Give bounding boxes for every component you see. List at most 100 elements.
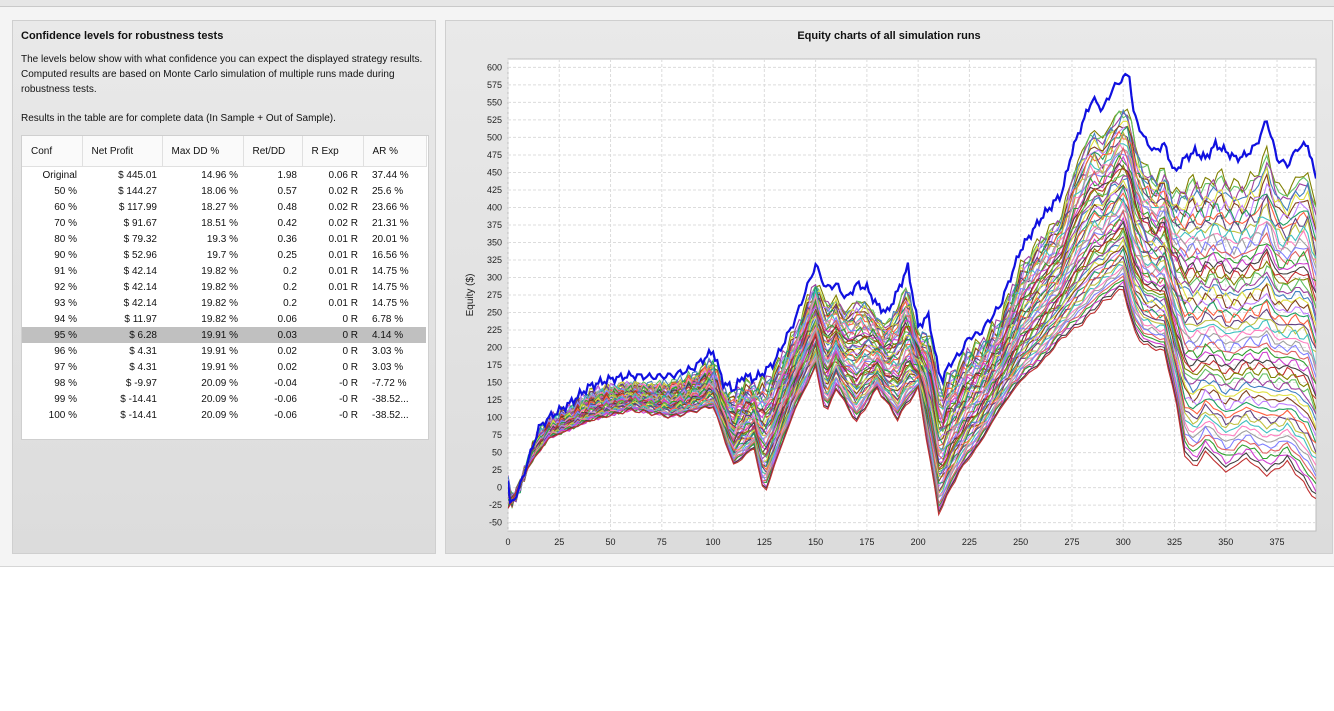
- table-cell: 19.91 %: [162, 327, 243, 343]
- y-tick-label: 50: [492, 448, 502, 458]
- column-header[interactable]: Ret/DD: [243, 136, 303, 167]
- y-tick-label: 175: [487, 360, 502, 370]
- column-header[interactable]: Net Profit: [82, 136, 163, 167]
- table-cell: 0.2: [283, 281, 297, 293]
- table-cell: 19.82 %: [201, 281, 238, 293]
- table-cell: 60 %: [54, 201, 77, 213]
- confidence-table: Conf Net Profit Max DD % Ret/DD R Exp AR % Or…: [22, 136, 427, 423]
- table-cell: 92 %: [54, 281, 77, 293]
- table-cell: 19.91 %: [201, 345, 238, 357]
- table-cell: 99 %: [54, 393, 77, 405]
- y-tick-label: 125: [487, 395, 502, 405]
- column-header[interactable]: Conf: [22, 136, 83, 167]
- x-tick-label: 175: [859, 537, 874, 547]
- table-cell: 93 %: [54, 297, 77, 309]
- confidence-table-container[interactable]: Conf Net Profit Max DD % Ret/DD R Exp AR % Or…: [21, 135, 429, 440]
- simulation-run-line: [508, 209, 1316, 500]
- table-cell: 14.75 %: [372, 297, 409, 309]
- table-body: Original $ 445.01 14.96 % 1.98 0.06 R 37.44 %…: [22, 167, 426, 424]
- table-cell: 14.75 %: [372, 281, 409, 293]
- table-cell: $ 6.28: [82, 327, 162, 343]
- y-tick-label: 0: [497, 483, 502, 493]
- simulation-run-line: [508, 235, 1316, 502]
- table-cell: 50 %: [54, 185, 77, 197]
- column-header[interactable]: R Exp: [302, 136, 364, 167]
- table-cell: -38.52...: [372, 393, 409, 405]
- table-cell: 19.7 %: [206, 249, 238, 261]
- table-row[interactable]: 92 % $ 42.14 19.82 % 0.2 0.01 R 14.75 %: [22, 279, 426, 295]
- table-cell: 0.01 R: [328, 281, 358, 293]
- table-row[interactable]: 97 % $ 4.31 19.91 % 0.02 0 R 3.03 %: [22, 359, 426, 375]
- table-row[interactable]: 70 % $ 91.67 18.51 % 0.42 0.02 R 21.31 %: [22, 215, 426, 231]
- table-cell: 14.96 %: [201, 169, 238, 181]
- table-cell: 20.09 %: [201, 377, 238, 389]
- table-cell: $ 42.14: [123, 297, 157, 309]
- table-header: Conf Net Profit Max DD % Ret/DD R Exp AR %: [22, 136, 427, 167]
- column-header[interactable]: Max DD %: [162, 136, 244, 167]
- x-tick-label: 325: [1167, 537, 1182, 547]
- y-tick-label: 200: [487, 343, 502, 353]
- table-cell: $ 445.01: [118, 169, 157, 181]
- x-tick-label: 125: [757, 537, 772, 547]
- x-tick-label: 375: [1270, 537, 1285, 547]
- equity-chart-panel: Equity charts of all simulation runs -50…: [445, 20, 1333, 554]
- original-equity-line: [508, 72, 1316, 505]
- y-tick-label: 400: [487, 202, 502, 212]
- table-cell: 19.3 %: [206, 233, 238, 245]
- table-row[interactable]: 94 % $ 11.97 19.82 % 0.06 0 R 6.78 %: [22, 311, 426, 327]
- table-cell: 18.06 %: [201, 185, 238, 197]
- table-cell: $ 52.96: [123, 249, 157, 261]
- table-row[interactable]: 90 % $ 52.96 19.7 % 0.25 0.01 R 16.56 %: [22, 247, 426, 263]
- y-tick-label: 575: [487, 80, 502, 90]
- x-tick-label: 275: [1064, 537, 1079, 547]
- table-cell: -7.72 %: [372, 377, 407, 389]
- table-cell: $ 4.31: [129, 345, 157, 357]
- table-cell: 95 %: [22, 327, 82, 343]
- table-cell: 19.82 %: [201, 265, 238, 277]
- x-tick-label: 300: [1116, 537, 1131, 547]
- table-cell: 18.27 %: [201, 201, 238, 213]
- table-row[interactable]: 91 % $ 42.14 19.82 % 0.2 0.01 R 14.75 %: [22, 263, 426, 279]
- y-tick-label: 475: [487, 150, 502, 160]
- table-cell: 0.01 R: [328, 249, 358, 261]
- table-cell: 0.01 R: [328, 265, 358, 277]
- y-tick-label: 25: [492, 465, 502, 475]
- table-cell: Original: [42, 169, 77, 181]
- table-row[interactable]: 99 % $ -14.41 20.09 % -0.06 -0 R -38.52...: [22, 391, 426, 407]
- y-tick-label: -50: [489, 518, 502, 528]
- table-row[interactable]: 93 % $ 42.14 19.82 % 0.2 0.01 R 14.75 %: [22, 295, 426, 311]
- table-cell: 0.57: [277, 185, 297, 197]
- confidence-levels-panel: Confidence levels for robustness tests T…: [12, 20, 436, 554]
- y-tick-label: 425: [487, 185, 502, 195]
- table-cell: 20.09 %: [201, 409, 238, 421]
- y-tick-label: 550: [487, 97, 502, 107]
- table-cell: 18.51 %: [201, 217, 238, 229]
- table-cell: 21.31 %: [372, 217, 409, 229]
- x-tick-label: 250: [1013, 537, 1028, 547]
- table-row[interactable]: 95 % $ 6.28 19.91 % 0.03 0 R 4.14 %: [22, 327, 426, 343]
- x-tick-label: 75: [657, 537, 667, 547]
- x-tick-label: 0: [505, 537, 510, 547]
- table-cell: 19.82 %: [201, 313, 238, 325]
- table-row[interactable]: 98 % $ -9.97 20.09 % -0.04 -0 R -7.72 %: [22, 375, 426, 391]
- table-row[interactable]: Original $ 445.01 14.96 % 1.98 0.06 R 37.44 %: [22, 167, 426, 184]
- table-row[interactable]: 60 % $ 117.99 18.27 % 0.48 0.02 R 23.66 %: [22, 199, 426, 215]
- table-cell: 0.02: [277, 345, 297, 357]
- x-tick-label: 200: [911, 537, 926, 547]
- y-tick-label: 100: [487, 413, 502, 423]
- table-cell: 20.09 %: [201, 393, 238, 405]
- table-row[interactable]: 100 % $ -14.41 20.09 % -0.06 -0 R -38.52...: [22, 407, 426, 423]
- x-tick-label: 150: [808, 537, 823, 547]
- table-cell: 0.06 R: [328, 169, 358, 181]
- table-cell: 0.06: [277, 313, 297, 325]
- table-cell: 0.01 R: [328, 233, 358, 245]
- table-cell: 94 %: [54, 313, 77, 325]
- table-cell: 0.2: [283, 265, 297, 277]
- table-cell: 0.02 R: [328, 185, 358, 197]
- column-header[interactable]: AR %: [363, 136, 427, 167]
- table-cell: 0.25: [277, 249, 297, 261]
- table-row[interactable]: 80 % $ 79.32 19.3 % 0.36 0.01 R 20.01 %: [22, 231, 426, 247]
- y-tick-label: 350: [487, 237, 502, 247]
- table-row[interactable]: 50 % $ 144.27 18.06 % 0.57 0.02 R 25.6 %: [22, 183, 426, 199]
- table-row[interactable]: 96 % $ 4.31 19.91 % 0.02 0 R 3.03 %: [22, 343, 426, 359]
